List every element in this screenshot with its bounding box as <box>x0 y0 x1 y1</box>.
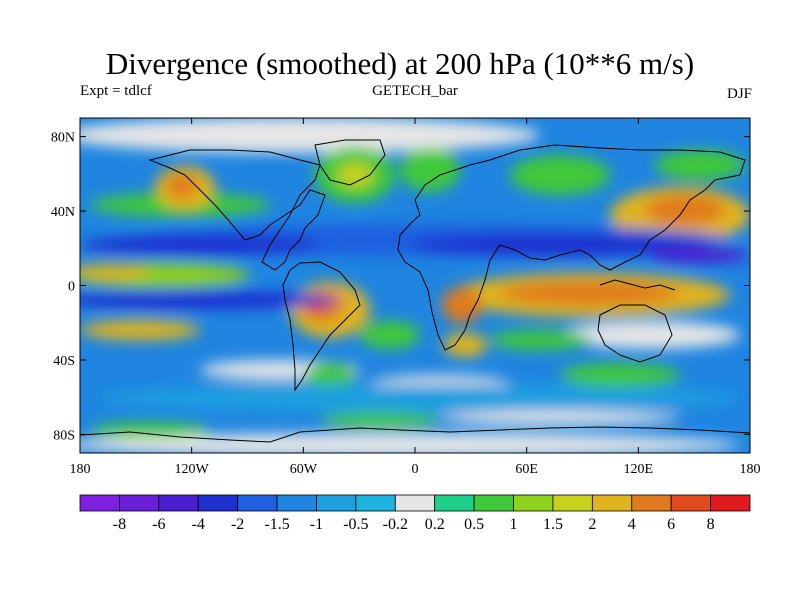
antarctica-coast <box>80 426 750 443</box>
colorbar-label: 0.5 <box>464 516 484 533</box>
colorbar-swatch <box>79 494 120 512</box>
colorbar-label: -2 <box>231 516 244 533</box>
colorbar-label: -1 <box>310 516 323 533</box>
field-blob <box>650 247 750 263</box>
field-blob <box>490 330 590 350</box>
field-blob <box>80 264 150 280</box>
x-tick-label: 0 <box>412 462 419 477</box>
field-blob <box>166 174 198 198</box>
field-blob <box>320 412 440 428</box>
colorbar-swatch <box>119 494 160 512</box>
south-america-coast <box>282 261 361 392</box>
colorbar-label: 1.5 <box>543 516 563 533</box>
y-axis: 80N 40N 0 40S 80S <box>51 131 750 443</box>
x-tick-label: 60E <box>515 462 538 477</box>
dataset-label: GETECH_bar <box>372 83 458 99</box>
colorbar-swatch <box>473 494 514 512</box>
colorbar-label: 0.2 <box>425 516 445 533</box>
colorbar-label: 1 <box>510 516 518 533</box>
colorbar-swatch <box>513 494 554 512</box>
colorbar-swatch <box>434 494 475 512</box>
colorbar-swatch <box>316 494 357 512</box>
field-blob <box>500 281 680 305</box>
colorbar-swatch <box>710 494 751 512</box>
colorbar-swatch <box>670 494 711 512</box>
greenland-coast <box>314 139 386 186</box>
field-blob <box>560 321 740 349</box>
x-tick-label: 180 <box>740 462 761 477</box>
field-blob <box>400 148 460 192</box>
colorbar-label: 6 <box>667 516 675 533</box>
chart-title: Divergence (smoothed) at 200 hPa (10**6 … <box>105 46 695 81</box>
australia-coast <box>597 304 673 363</box>
field-blob <box>655 150 745 180</box>
indonesia-coast <box>599 279 676 291</box>
colorbar-swatch <box>355 494 396 512</box>
colorbar-label: -0.5 <box>343 516 368 533</box>
colorbar-swatch <box>591 494 633 512</box>
colorbar-label: -0.2 <box>383 516 408 533</box>
field-blob <box>80 235 320 255</box>
colorbar-swatch <box>631 494 672 512</box>
x-tick-label: 180 <box>70 462 91 477</box>
colorbar-label: -1.5 <box>264 516 289 533</box>
season-label: DJF <box>726 86 752 102</box>
x-tick-label: 60W <box>290 462 318 477</box>
field-blob <box>645 195 725 225</box>
colorbar-label: 8 <box>707 516 715 533</box>
experiment-label: Expt = tdlcf <box>80 83 152 99</box>
coastlines <box>80 139 750 443</box>
field-blob <box>100 384 740 412</box>
y-tick-label: 80S <box>53 428 75 443</box>
field-blob <box>440 411 680 425</box>
field-blob <box>443 333 487 357</box>
field-blob <box>337 163 373 187</box>
y-tick-label: 40S <box>53 354 75 369</box>
field-blob <box>80 118 540 153</box>
colorbar-label: -4 <box>192 516 205 533</box>
field-blob <box>560 363 680 387</box>
y-tick-label: 40N <box>51 205 75 220</box>
colorbar-swatch <box>394 494 436 512</box>
x-tick-label: 120W <box>175 462 210 477</box>
x-tick-label: 120E <box>624 462 654 477</box>
colorbar-label: 4 <box>628 516 636 533</box>
colorbar-swatch <box>276 494 317 512</box>
field-blob <box>80 291 340 309</box>
eurasia-africa-coast <box>397 144 746 351</box>
colorbar-swatch <box>552 494 593 512</box>
contour-field <box>80 118 750 453</box>
field-blob <box>360 321 420 349</box>
colorbar-label: 2 <box>588 516 596 533</box>
y-tick-label: 80N <box>51 131 75 146</box>
field-blob <box>510 155 610 195</box>
y-tick-label: 0 <box>68 280 75 295</box>
field-blob <box>305 363 355 387</box>
colorbar: -8 -6 -4 -2 -1.5 -1 -0.5 -0.2 0.2 0.5 1 1.5 2 4 6 8 <box>79 494 751 533</box>
colorbar-swatch <box>237 494 278 512</box>
colorbar-label: -6 <box>152 516 165 533</box>
x-axis: 180 120W 60W 0 60E 120E 180 <box>70 118 761 477</box>
field-blob <box>80 320 200 340</box>
colorbar-swatch <box>197 494 239 512</box>
field-blob <box>442 287 482 323</box>
colorbar-swatch <box>158 494 199 512</box>
field-blob <box>410 234 710 256</box>
colorbar-label: -8 <box>113 516 126 533</box>
field-blob <box>90 422 210 438</box>
field-blob <box>80 433 740 453</box>
